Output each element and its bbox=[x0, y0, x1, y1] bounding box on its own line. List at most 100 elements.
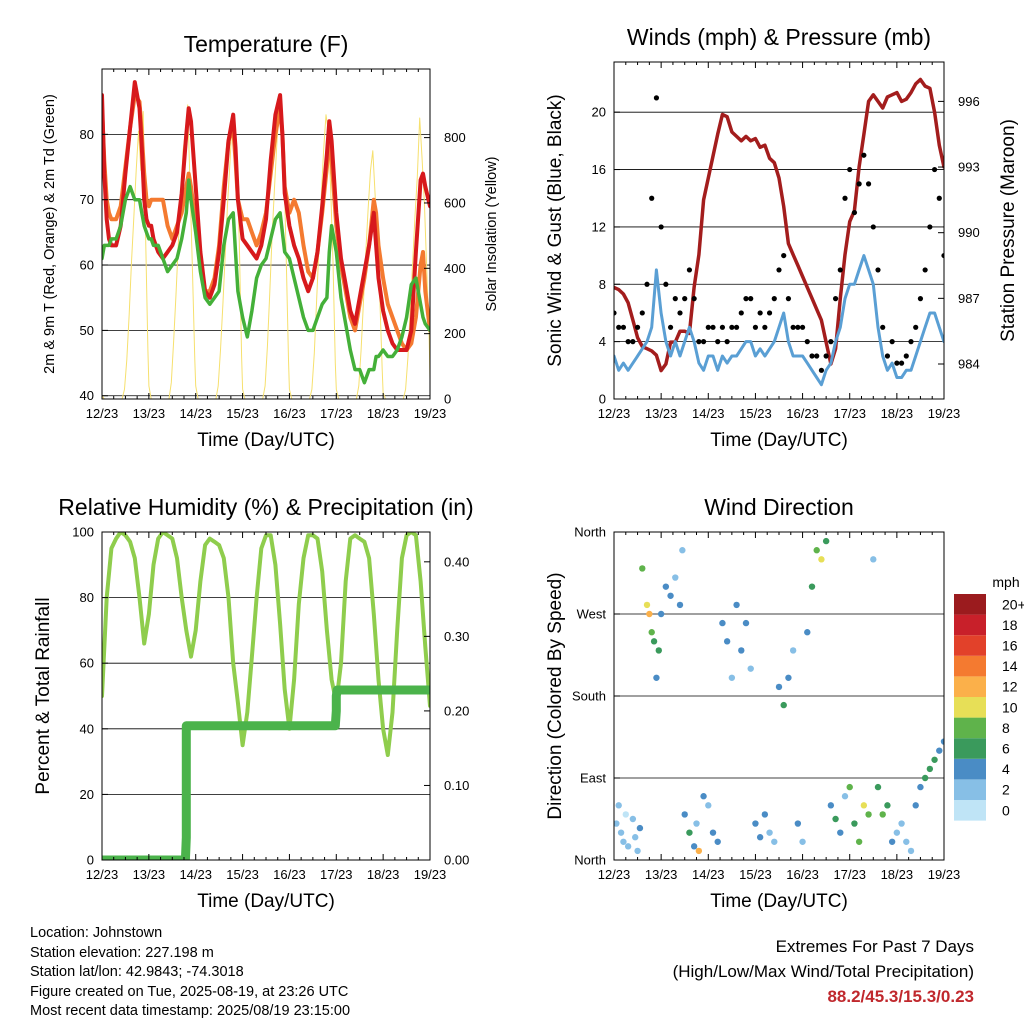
extremes-box: Extremes For Past 7 Days (High/Low/Max W… bbox=[673, 934, 974, 1009]
direction-point bbox=[827, 802, 835, 809]
gust-point bbox=[771, 296, 777, 302]
gust-point bbox=[931, 166, 938, 173]
y-tick-label: West bbox=[577, 607, 607, 622]
direction-point bbox=[655, 647, 662, 654]
x-tick-label: 18/23 bbox=[881, 867, 914, 882]
direction-point bbox=[634, 847, 641, 855]
gust-point bbox=[898, 360, 905, 366]
direction-point bbox=[771, 838, 778, 845]
x-tick-label: 14/23 bbox=[179, 867, 212, 882]
x-tick-label: 19/23 bbox=[414, 867, 447, 882]
x-tick-label: 19/23 bbox=[928, 867, 961, 882]
direction-point bbox=[620, 838, 627, 845]
y2-tick-label: 800 bbox=[444, 130, 466, 145]
y-tick-label: 16 bbox=[592, 162, 606, 177]
direction-point bbox=[733, 601, 740, 609]
direction-panel: 12/23 13/23 14/23 15/23 16/23 17/23 18/23 19/23… bbox=[545, 494, 1024, 912]
direction-point bbox=[657, 610, 665, 618]
direction-series bbox=[614, 537, 944, 855]
colorbar-swatch bbox=[954, 594, 986, 615]
temperature-series bbox=[102, 80, 430, 399]
colorbar-swatch bbox=[954, 800, 986, 821]
x-tick-label: 13/23 bbox=[645, 406, 678, 421]
gust-point bbox=[936, 195, 942, 201]
gust-point bbox=[653, 95, 660, 101]
gust-point bbox=[639, 310, 645, 316]
direction-point bbox=[615, 802, 622, 809]
gust-point bbox=[837, 267, 843, 273]
x-tick-label: 18/23 bbox=[881, 406, 914, 421]
gust-point bbox=[851, 209, 858, 216]
gust-point bbox=[809, 353, 815, 359]
direction-point bbox=[888, 838, 896, 845]
y-tick-label: 20 bbox=[80, 787, 94, 802]
y2-tick-label: 993 bbox=[958, 160, 980, 175]
direction-point bbox=[714, 838, 721, 845]
extremes-values: 88.2/45.3/15.3/0.23 bbox=[827, 987, 974, 1006]
y2-tick-label: 984 bbox=[958, 356, 980, 371]
direction-point bbox=[695, 847, 703, 855]
direction-point bbox=[690, 843, 698, 850]
winds-series bbox=[614, 77, 944, 387]
direction-point bbox=[832, 815, 839, 823]
y2-tick-label: 996 bbox=[958, 94, 980, 109]
colorbar-label: 14 bbox=[1002, 658, 1018, 674]
direction-point bbox=[679, 547, 686, 554]
x-tick-label: 18/23 bbox=[367, 406, 400, 421]
direction-point bbox=[752, 820, 759, 827]
temperature-ylabel: 2m & 9m T (Red, Orange) & 2m Td (Green) bbox=[42, 94, 58, 374]
gust-point bbox=[922, 267, 928, 273]
colorbar-label: 18 bbox=[1002, 617, 1018, 633]
y-tick-label: 60 bbox=[80, 656, 94, 671]
colorbar-swatch bbox=[954, 614, 986, 636]
y-tick-label: 50 bbox=[80, 323, 94, 338]
x-tick-label: 17/23 bbox=[320, 406, 353, 421]
y-tick-label: 40 bbox=[80, 721, 94, 736]
colorbar-label: 0 bbox=[1002, 802, 1010, 818]
direction-point bbox=[662, 583, 670, 590]
x-tick-label: 12/23 bbox=[598, 406, 631, 421]
gust-point bbox=[847, 166, 853, 173]
y-tick-label: East bbox=[580, 771, 606, 786]
temperature-y2label: Solar Insolation (Yellow) bbox=[484, 156, 500, 311]
x-tick-label: 12/23 bbox=[86, 867, 119, 882]
humidity-xlabel: Time (Day/UTC) bbox=[197, 891, 335, 912]
direction-xlabel: Time (Day/UTC) bbox=[710, 891, 848, 912]
direction-point bbox=[643, 601, 651, 609]
gust-point bbox=[696, 339, 702, 345]
recent-text: Most recent data timestamp: 2025/08/19 2… bbox=[30, 1003, 351, 1019]
direction-point bbox=[822, 537, 830, 545]
colorbar-label: 4 bbox=[1002, 761, 1010, 777]
direction-point bbox=[614, 820, 620, 827]
station-info: Location: Johnstown Station elevation: 2… bbox=[30, 924, 350, 1022]
direction-point bbox=[893, 829, 901, 836]
direction-point bbox=[639, 565, 646, 572]
direction-point bbox=[624, 843, 632, 850]
y-tick-label: 40 bbox=[80, 388, 94, 403]
x-tick-label: 13/23 bbox=[133, 406, 166, 421]
direction-point bbox=[766, 829, 773, 836]
colorbar-label: 2 bbox=[1002, 782, 1010, 798]
winds-panel: 12/23 13/23 14/23 15/23 16/23 17/23 18/23 19/23… bbox=[545, 24, 1019, 451]
direction-point bbox=[632, 834, 639, 841]
direction-point bbox=[622, 811, 629, 818]
gust-point bbox=[748, 296, 754, 302]
gust-point bbox=[870, 224, 876, 230]
gust-point bbox=[894, 360, 900, 366]
colorbar-label: 10 bbox=[1002, 699, 1018, 715]
temperature-panel: 12/23 13/23 14/23 15/23 16/23 17/23 18/23 19/23… bbox=[42, 31, 500, 451]
gust-point bbox=[634, 324, 641, 330]
colorbar-swatch bbox=[954, 758, 986, 780]
gust-point bbox=[644, 281, 650, 287]
direction-point bbox=[650, 638, 658, 645]
direction-point bbox=[681, 811, 688, 818]
location-text: Location: Johnstown bbox=[30, 925, 163, 941]
direction-point bbox=[672, 574, 679, 581]
y-tick-label: 0 bbox=[87, 853, 94, 868]
gust-point bbox=[682, 296, 688, 302]
y-tick-label: 60 bbox=[80, 258, 94, 273]
colorbar-swatch bbox=[954, 738, 986, 759]
gust-point bbox=[884, 353, 891, 359]
elevation-text: Station elevation: 227.198 m bbox=[30, 944, 214, 961]
humidity-panel: 12/23 13/23 14/23 15/23 16/23 17/23 18/23 19/23… bbox=[33, 494, 474, 912]
